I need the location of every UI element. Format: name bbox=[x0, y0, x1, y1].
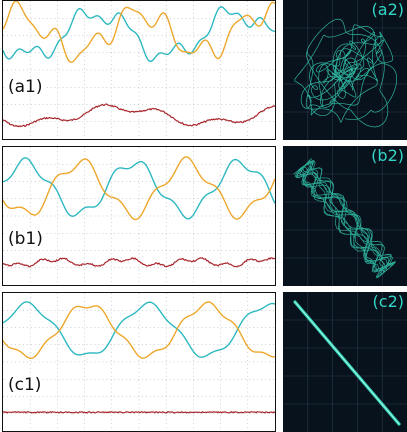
grid-c1 bbox=[3, 293, 275, 431]
red-trace-b1 bbox=[3, 257, 275, 268]
grid-a1 bbox=[3, 1, 275, 139]
scope-label-c2: (c2) bbox=[372, 292, 404, 311]
waveform-label-c1: (c1) bbox=[7, 375, 43, 395]
waveform-label-a1: (a1) bbox=[7, 77, 44, 97]
scope-grid-a2 bbox=[283, 0, 407, 140]
scope-panel-c2: (c2) bbox=[283, 292, 407, 432]
waveform-plot-b1 bbox=[3, 147, 275, 285]
scope-trace-b2 bbox=[293, 158, 397, 279]
scope-panel-b2: (b2) bbox=[283, 146, 407, 286]
orange-trace-a1 bbox=[3, 1, 275, 63]
cyan-trace-b1 bbox=[3, 157, 275, 220]
cyan-trace-a1 bbox=[3, 6, 275, 63]
waveform-panel-b1: (b1) bbox=[2, 146, 276, 286]
grid-b1 bbox=[3, 147, 275, 285]
orange-trace-c1 bbox=[3, 301, 275, 360]
cyan-trace-c1 bbox=[3, 301, 275, 358]
waveform-panel-c1: (c1) bbox=[2, 292, 276, 432]
scope-label-a2: (a2) bbox=[371, 0, 404, 19]
red-trace-c1 bbox=[3, 411, 275, 414]
scope-panel-a2: (a2) bbox=[283, 0, 407, 140]
scope-pattern-c2 bbox=[283, 292, 407, 432]
scope-trace-a2 bbox=[294, 18, 398, 128]
scope-trace-c2-core bbox=[294, 301, 400, 425]
red-trace-a1 bbox=[3, 103, 275, 128]
waveform-plot-a1 bbox=[3, 1, 275, 139]
orange-trace-b1 bbox=[3, 156, 275, 221]
scope-grid-c2 bbox=[283, 292, 407, 432]
waveform-panel-a1: (a1) bbox=[2, 0, 276, 140]
waveform-plot-c1 bbox=[3, 293, 275, 431]
scope-pattern-a2 bbox=[283, 0, 407, 140]
scope-pattern-b2 bbox=[283, 146, 407, 286]
waveform-label-b1: (b1) bbox=[7, 229, 44, 249]
scope-label-b2: (b2) bbox=[371, 146, 404, 165]
